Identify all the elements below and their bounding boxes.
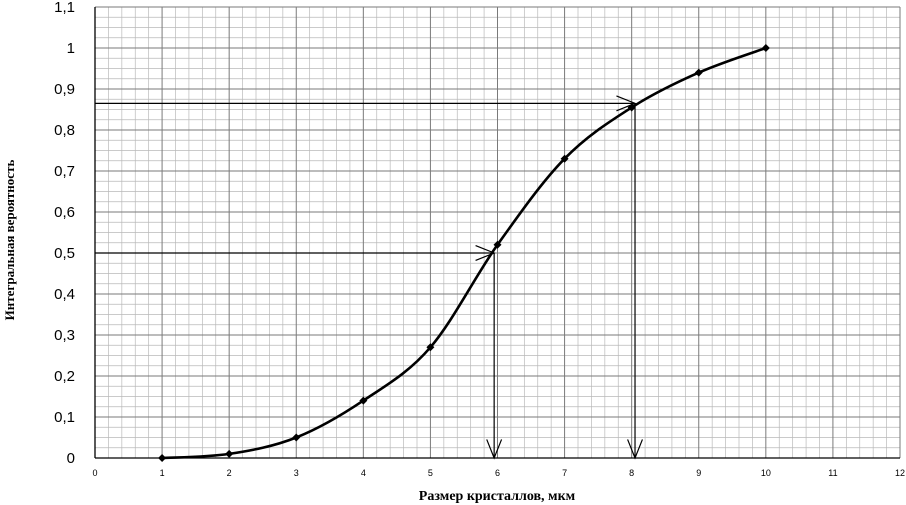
y-tick-label: 1,1 — [54, 0, 75, 16]
data-point-marker — [761, 44, 770, 52]
annotation-arrows — [95, 95, 643, 460]
data-point-marker — [292, 433, 301, 442]
data-point-marker — [560, 154, 569, 163]
data-point-marker — [627, 103, 636, 112]
x-tick-label: 12 — [895, 468, 905, 478]
y-tick-label: 0,7 — [54, 163, 75, 180]
x-tick-label: 1 — [160, 468, 165, 478]
x-tick-label: 5 — [428, 468, 433, 478]
annotation-arrow-head — [486, 439, 503, 460]
x-tick-label: 2 — [227, 468, 232, 478]
y-tick-label: 0,6 — [54, 204, 75, 221]
y-tick-label: 1 — [67, 40, 75, 57]
data-point-marker — [694, 68, 703, 77]
x-tick-label: 6 — [495, 468, 500, 478]
data-point-marker — [426, 343, 435, 352]
x-tick-label: 9 — [696, 468, 701, 478]
y-tick-labels: 0 0,1 0,2 0,3 0,4 0,5 0,6 0,7 0,8 0,9 1 1,1 — [54, 0, 75, 467]
x-tick-label: 8 — [629, 468, 634, 478]
x-tick-label: 0 — [92, 468, 97, 478]
data-points — [158, 44, 770, 462]
y-tick-label: 0,3 — [54, 327, 75, 344]
y-tick-label: 0,9 — [54, 81, 75, 98]
x-tick-labels: 0 1 2 3 4 5 6 7 8 9 10 11 12 — [92, 468, 905, 478]
x-tick-label: 7 — [562, 468, 567, 478]
y-tick-label: 0,8 — [54, 122, 75, 139]
annotation-arrow-head — [627, 439, 643, 460]
x-tick-label: 11 — [828, 468, 837, 478]
y-axis-title: Интегральная вероятность — [2, 160, 17, 321]
x-tick-label: 4 — [361, 468, 366, 478]
y-tick-label: 0,4 — [54, 286, 75, 303]
data-point-marker — [225, 449, 234, 458]
x-tick-label: 10 — [761, 468, 771, 478]
x-axis-title: Размер кристаллов, мкм — [419, 489, 576, 504]
x-tick-label: 3 — [294, 468, 299, 478]
y-tick-label: 0,2 — [54, 368, 75, 385]
y-tick-label: 0,5 — [54, 245, 75, 262]
series-line — [162, 46, 767, 460]
data-point-marker — [158, 454, 167, 462]
series-layer — [162, 46, 767, 460]
y-tick-label: 0 — [67, 450, 75, 467]
axes — [94, 7, 900, 459]
y-tick-label: 0,1 — [54, 409, 75, 426]
data-point-marker — [493, 240, 502, 249]
data-point-marker — [359, 396, 368, 405]
